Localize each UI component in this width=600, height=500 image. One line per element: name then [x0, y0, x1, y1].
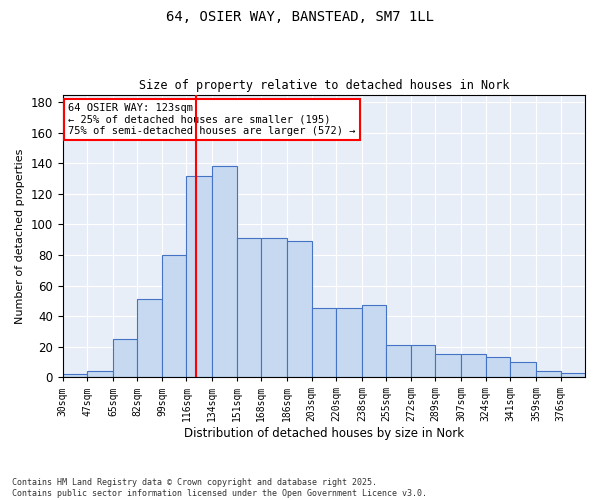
Bar	[336, 308, 362, 377]
Bar	[362, 306, 386, 377]
Bar	[187, 176, 212, 377]
Bar	[113, 339, 137, 377]
Text: Contains HM Land Registry data © Crown copyright and database right 2025.
Contai: Contains HM Land Registry data © Crown c…	[12, 478, 427, 498]
Bar	[411, 345, 436, 377]
Bar	[237, 238, 261, 377]
Text: 64 OSIER WAY: 123sqm
← 25% of detached houses are smaller (195)
75% of semi-deta: 64 OSIER WAY: 123sqm ← 25% of detached h…	[68, 103, 355, 136]
Bar	[386, 345, 411, 377]
Title: Size of property relative to detached houses in Nork: Size of property relative to detached ho…	[139, 79, 509, 92]
Bar	[162, 255, 187, 377]
Bar	[261, 238, 287, 377]
Bar	[461, 354, 486, 377]
Bar	[212, 166, 237, 377]
Bar	[87, 371, 113, 377]
X-axis label: Distribution of detached houses by size in Nork: Distribution of detached houses by size …	[184, 427, 464, 440]
Bar	[436, 354, 461, 377]
Bar	[287, 241, 311, 377]
Y-axis label: Number of detached properties: Number of detached properties	[15, 148, 25, 324]
Bar	[62, 374, 87, 377]
Bar	[536, 371, 560, 377]
Bar	[486, 358, 510, 377]
Bar	[311, 308, 336, 377]
Bar	[560, 372, 585, 377]
Bar	[137, 300, 162, 377]
Bar	[510, 362, 536, 377]
Text: 64, OSIER WAY, BANSTEAD, SM7 1LL: 64, OSIER WAY, BANSTEAD, SM7 1LL	[166, 10, 434, 24]
